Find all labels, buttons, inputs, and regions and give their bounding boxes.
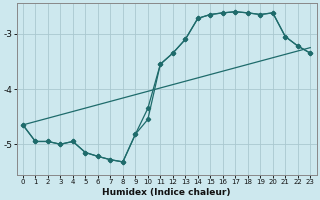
X-axis label: Humidex (Indice chaleur): Humidex (Indice chaleur) bbox=[102, 188, 231, 197]
